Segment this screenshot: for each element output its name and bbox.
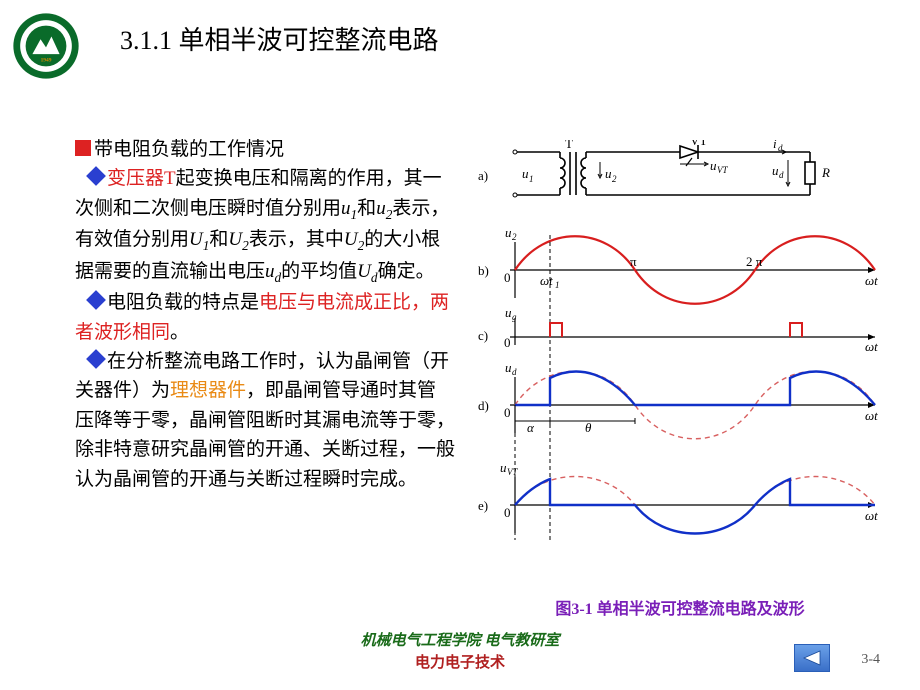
svg-text:u: u — [505, 225, 512, 240]
waveform-u2: b) u2 0 ωt ωt1 π 2 π — [478, 225, 878, 540]
page-number: 3-4 — [861, 652, 880, 668]
svg-text:ωt: ωt — [865, 273, 878, 288]
svg-text:0: 0 — [504, 505, 511, 520]
blue-diamond-bullet — [86, 167, 106, 187]
svg-text:u: u — [605, 166, 612, 181]
waveform-ug: c) ug 0 ωt — [478, 305, 878, 354]
svg-text:d): d) — [478, 398, 489, 413]
heading-1: 带电阻负载的工作情况 — [94, 139, 284, 160]
svg-text:u: u — [505, 360, 512, 375]
svg-text:i: i — [773, 140, 777, 151]
svg-text:θ: θ — [585, 420, 592, 435]
svg-text:c): c) — [478, 328, 488, 343]
svg-text:0: 0 — [504, 335, 511, 350]
svg-text:u: u — [772, 163, 779, 178]
svg-text:u: u — [500, 460, 507, 475]
triangle-left-icon — [802, 650, 822, 666]
svg-text:u: u — [710, 158, 717, 173]
blue-diamond-bullet — [86, 290, 106, 310]
prev-slide-button[interactable] — [794, 644, 830, 672]
svg-text:1: 1 — [555, 280, 560, 290]
svg-text:2: 2 — [612, 174, 617, 184]
svg-text:d: d — [779, 170, 784, 180]
figure-caption: 图3-1 单相半波可控整流电路及波形 — [510, 595, 850, 619]
svg-text:ωt: ωt — [865, 339, 878, 354]
svg-text:u: u — [505, 305, 512, 320]
svg-text:b): b) — [478, 263, 489, 278]
svg-text:0: 0 — [504, 270, 511, 285]
body-text: 带电阻负载的工作情况 变压器T起变换电压和隔离的作用，其一次侧和二次侧电压瞬时值… — [75, 135, 455, 494]
university-logo: 1949 — [12, 12, 80, 80]
footer-dept: 机械电气工程学院 电气教研室 — [0, 629, 920, 650]
svg-text:1949: 1949 — [41, 58, 52, 64]
red-square-bullet — [75, 140, 91, 156]
svg-text:α: α — [527, 420, 535, 435]
svg-text:ωt: ωt — [865, 508, 878, 523]
svg-text:a): a) — [478, 168, 488, 183]
waveform-ud: d) ud 0 ωt α θ — [478, 360, 878, 540]
svg-text:VT: VT — [507, 467, 518, 477]
svg-text:1: 1 — [529, 174, 534, 184]
svg-text:0: 0 — [504, 405, 511, 420]
svg-text:d: d — [512, 367, 517, 377]
svg-text:2: 2 — [512, 232, 517, 242]
svg-text:VT: VT — [717, 165, 728, 175]
svg-text:T: T — [565, 140, 573, 151]
svg-text:ωt: ωt — [540, 273, 553, 288]
p1-red: 变压器T — [107, 168, 176, 189]
figure-3-1: a) u1 T u2 VT uVT id — [470, 140, 890, 585]
svg-text:d: d — [778, 143, 783, 153]
section-title: 3.1.1 单相半波可控整流电路 — [120, 20, 439, 57]
svg-text:u: u — [522, 166, 529, 181]
svg-text:π: π — [630, 254, 637, 269]
blue-diamond-bullet — [86, 349, 106, 369]
svg-text:2 π: 2 π — [746, 254, 763, 269]
footer-course: 电力电子技术 — [0, 651, 920, 672]
waveform-uvt: e) uVT 0 ωt — [478, 460, 878, 534]
svg-text:R: R — [821, 165, 830, 180]
svg-text:ωt: ωt — [865, 408, 878, 423]
svg-text:e): e) — [478, 498, 488, 513]
circuit-diagram: a) u1 T u2 VT uVT id — [478, 140, 830, 197]
